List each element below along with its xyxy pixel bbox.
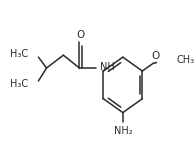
Text: O: O (152, 51, 160, 61)
Text: H₃C: H₃C (10, 79, 28, 89)
Text: O: O (76, 30, 84, 40)
Text: NH: NH (99, 62, 114, 72)
Text: CH₃: CH₃ (177, 55, 195, 65)
Text: H₃C: H₃C (10, 49, 28, 59)
Text: NH₂: NH₂ (113, 126, 132, 136)
